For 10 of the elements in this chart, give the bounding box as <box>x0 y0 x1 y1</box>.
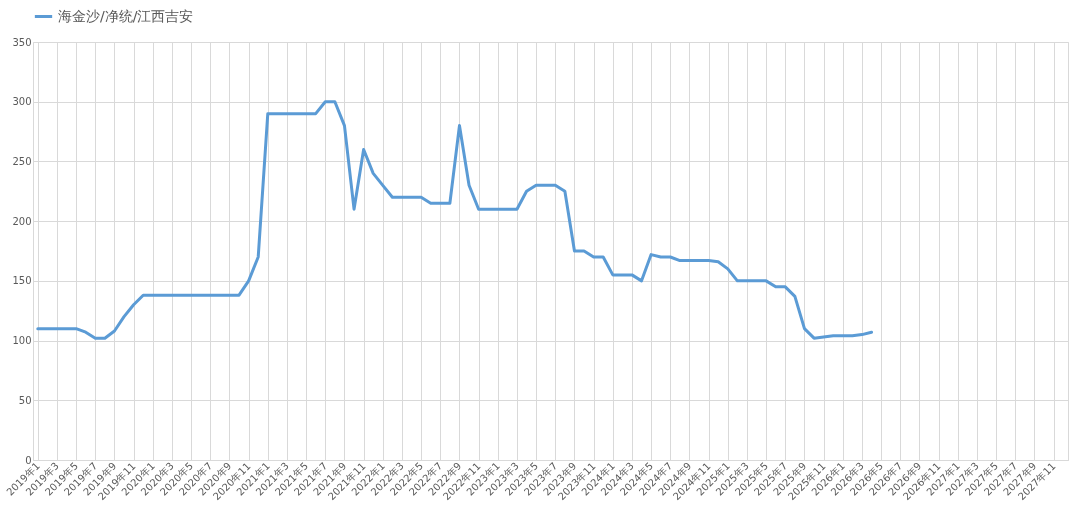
y-tick-label: 150 <box>12 275 32 287</box>
line-series <box>36 100 874 340</box>
y-tick-label: 100 <box>12 335 32 347</box>
y-tick-label: 200 <box>12 215 32 227</box>
y-tick-label: 0 <box>25 454 32 466</box>
legend-label: 海金沙/净统/江西吉安 <box>58 7 194 24</box>
y-tick-label: 50 <box>18 394 32 406</box>
y-tick-label: 250 <box>12 155 32 167</box>
y-tick-label: 300 <box>12 96 32 108</box>
y-tick-label: 350 <box>12 36 32 48</box>
